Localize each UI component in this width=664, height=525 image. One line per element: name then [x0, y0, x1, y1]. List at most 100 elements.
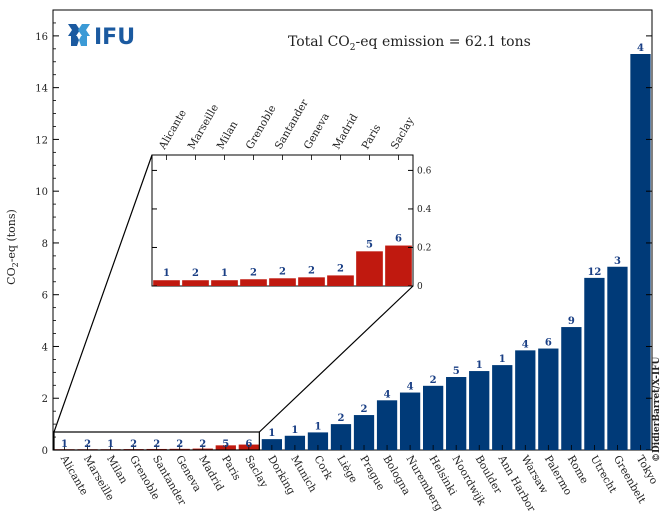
ifu-logo-text: IFU [94, 25, 135, 50]
inset-bar-count: 2 [337, 263, 344, 274]
inset-bar-count: 2 [279, 266, 286, 277]
inset-x-tick-label: Geneva [302, 111, 332, 151]
bar-count: 6 [545, 338, 552, 349]
bar-count: 1 [107, 439, 114, 450]
inset-bar-madrid [327, 275, 354, 286]
bar-count: 4 [384, 389, 391, 400]
bar-warsaw [515, 350, 536, 450]
inset-y-tick-label: 0 [417, 282, 423, 292]
bar-count: 4 [522, 339, 529, 350]
bar-count: 1 [476, 360, 483, 371]
inset-y-tick-label: 0.6 [417, 166, 432, 176]
inset-x-tick-label: Saclay [389, 115, 417, 151]
annotation-suffix: -eq emission = 62.1 tons [356, 34, 531, 50]
y-tick-label: 16 [35, 32, 48, 43]
inset-bar-grenoble [240, 279, 267, 286]
total-emission-annotation: Total CO2-eq emission = 62.1 tons [288, 34, 531, 53]
y-tick-label: 8 [42, 239, 48, 250]
ifu-logo: IFU [68, 24, 135, 50]
bar-helsinki [422, 385, 444, 450]
y-axis-label-suffix: -eq (tons) [5, 209, 18, 262]
x-tick-label: Cork [311, 454, 335, 483]
bar-rome [561, 327, 582, 450]
bar-count: 4 [637, 43, 644, 54]
annotation-sub: 2 [350, 43, 356, 53]
inset-bar-count: 1 [163, 268, 170, 279]
y-tick-label: 6 [42, 291, 48, 302]
x-tick-label: Liège [334, 454, 359, 486]
y-tick-label: 4 [42, 342, 48, 353]
inset-bar-counts: 1 2 1 2 2 2 2 5 6 [163, 234, 402, 280]
inset-bar-count: 5 [366, 239, 373, 250]
y-tick-label: 14 [35, 84, 48, 95]
inset-bar-marseille [182, 280, 209, 286]
inset-bar-count: 2 [192, 268, 199, 279]
bar-munich [284, 435, 306, 450]
bar-count: 2 [153, 439, 160, 450]
inset-bars [153, 155, 412, 286]
inset-bar-paris [356, 251, 383, 286]
bar-count: 3 [614, 256, 621, 267]
y-tick-label: 0 [42, 446, 48, 457]
bar-palermo [538, 348, 559, 450]
bar-count: 2 [176, 439, 183, 450]
y-axis-label-prefix: CO [5, 267, 18, 284]
inset-y-tick-label: 0.2 [417, 243, 431, 253]
inset-bar-count: 6 [395, 234, 402, 245]
y-tick-label: 2 [42, 394, 48, 405]
bar-prague [353, 415, 375, 450]
inset-y-ticks: 0 0.2 0.4 0.6 [152, 166, 432, 292]
y-tick-label: 12 [35, 135, 48, 146]
credit-text: ©DidierBarret/X-IFU [652, 357, 662, 462]
x-tick-label: Paris [219, 454, 243, 483]
y-axis-label: CO2-eq (tons) [5, 209, 20, 285]
bar-count: 2 [430, 375, 437, 386]
bar-count: 2 [84, 439, 91, 450]
inset-x-tick-label: Milan [215, 119, 241, 152]
bar-count: 2 [337, 413, 344, 424]
bar-dorking [261, 439, 283, 450]
bar-count: 1 [314, 421, 321, 432]
inset-x-tick-label: Paris [360, 122, 384, 151]
ifu-logo-icon [68, 24, 90, 46]
bar-count: 9 [568, 316, 575, 327]
bar-tokyo [630, 54, 651, 450]
y-axis-label-sub: 2 [11, 262, 20, 267]
bar-count: 5 [453, 366, 460, 377]
bar-count: 4 [407, 382, 414, 393]
inset-x-tick-label: Madrid [331, 112, 361, 152]
bar-liège [330, 424, 352, 450]
bar-count: 12 [587, 267, 601, 278]
zoom-connector-right [258, 285, 414, 433]
bar-count: 2 [199, 439, 206, 450]
bar-count: 2 [130, 439, 137, 450]
main-bars [54, 54, 651, 450]
bar-ann-harbor [492, 365, 513, 450]
zoom-connectors [53, 154, 414, 451]
bar-count: 1 [499, 354, 506, 365]
bar-count: 1 [291, 425, 298, 436]
y-tick-label: 10 [35, 187, 48, 198]
bar-count: 5 [222, 439, 229, 450]
annotation-prefix: Total CO [288, 34, 350, 50]
inset-bar-milan [211, 280, 238, 286]
bar-nuremberg [399, 392, 421, 450]
bar-bologna [376, 400, 398, 450]
inset-bar-saclay [385, 245, 412, 286]
bar-greenbelt [607, 266, 628, 450]
inset-bar-alicante [153, 280, 180, 286]
bar-count: 1 [61, 439, 68, 450]
inset-bar-count: 2 [250, 267, 257, 278]
inset-bar-count: 1 [221, 268, 228, 279]
bar-boulder [469, 371, 490, 450]
inset-bar-count: 2 [308, 265, 315, 276]
bar-count: 2 [361, 404, 368, 415]
inset-bar-santander [269, 278, 296, 286]
bar-utrecht [584, 277, 605, 450]
main-x-tick-labels: AlicanteMarseilleMilanGrenobleSantanderG… [57, 453, 659, 515]
bar-noordwijk [446, 377, 467, 450]
zoom-connector-left [53, 154, 153, 433]
